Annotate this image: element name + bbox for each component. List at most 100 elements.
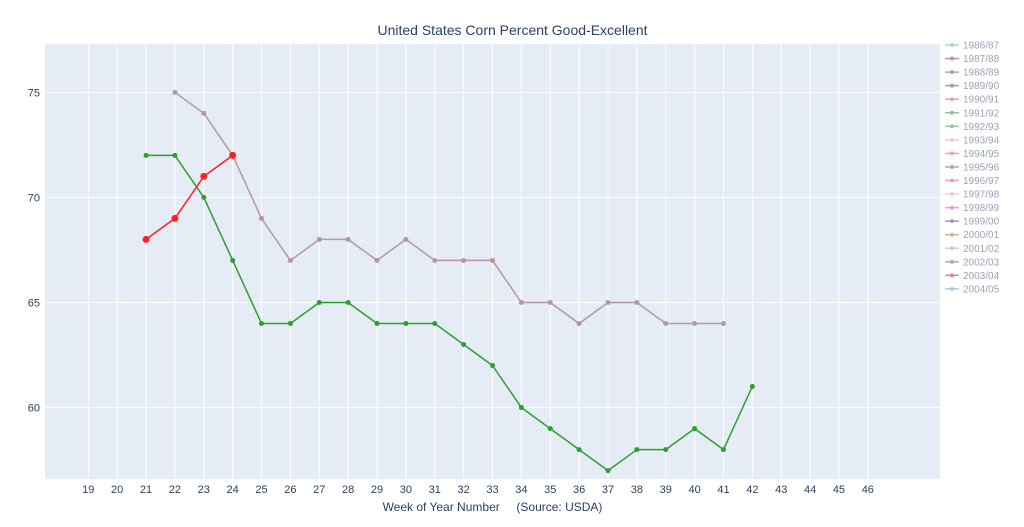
legend-label: 2002/03 <box>963 257 1000 268</box>
legend-item[interactable]: 1992/93 <box>945 122 1000 133</box>
legend-swatch-marker <box>950 286 954 291</box>
data-point <box>576 447 582 453</box>
legend-swatch-marker <box>950 137 954 142</box>
x-axis-title: Week of Year Number (Source: USDA) <box>383 500 603 514</box>
x-tick-label: 41 <box>717 484 729 496</box>
legend-item[interactable]: 1999/00 <box>945 217 1000 228</box>
legend-swatch-marker <box>950 205 954 210</box>
x-tick-label: 40 <box>688 484 700 496</box>
legend-label: 1997/98 <box>963 190 1000 201</box>
legend: 1986/87 1987/88 1988/89 1989/90 1990/91 1991/… <box>945 41 1000 295</box>
data-point <box>432 320 438 326</box>
data-point <box>518 299 524 305</box>
legend-swatch-marker <box>950 246 954 251</box>
legend-swatch-marker <box>950 70 954 75</box>
series-line <box>146 154 753 472</box>
legend-item[interactable]: 1997/98 <box>945 190 1000 201</box>
x-tick-label: 37 <box>602 484 614 496</box>
legend-label: 1986/87 <box>963 41 1000 52</box>
legend-swatch-marker <box>950 124 954 129</box>
legend-label: 1992/93 <box>963 122 1000 133</box>
legend-item[interactable]: 1986/87 <box>945 41 1000 52</box>
legend-item[interactable]: 2002/03 <box>945 257 1000 268</box>
y-tick-label: 70 <box>28 192 40 204</box>
legend-item[interactable]: 2000/01 <box>945 230 1000 241</box>
data-point <box>663 320 669 326</box>
legend-swatch-marker <box>950 56 954 61</box>
y-tick-label: 75 <box>28 87 40 99</box>
chart-title: United States Corn Percent Good-Excellen… <box>377 22 647 38</box>
x-tick-label: 44 <box>804 484 816 496</box>
legend-label: 1993/94 <box>963 135 1000 146</box>
series-line <box>145 154 234 241</box>
legend-label: 1989/90 <box>963 81 1000 92</box>
legend-swatch-marker <box>950 192 954 197</box>
data-point <box>287 320 293 326</box>
data-point <box>692 426 698 432</box>
legend-swatch-marker <box>950 259 954 264</box>
data-point <box>547 426 553 432</box>
y-axis-ticks: 60 65 70 75 <box>28 87 40 414</box>
legend-item[interactable]: 1995/96 <box>945 162 1000 173</box>
x-tick-label: 42 <box>746 484 758 496</box>
legend-item[interactable]: 2003/04 <box>945 271 1000 282</box>
x-tick-label: 27 <box>313 484 325 496</box>
legend-swatch-marker <box>950 219 954 224</box>
legend-item[interactable]: 1988/89 <box>945 68 1000 79</box>
legend-item[interactable]: 1996/97 <box>945 176 1000 187</box>
legend-swatch-marker <box>950 232 954 237</box>
legend-label: 1994/95 <box>963 149 1000 160</box>
x-tick-label: 21 <box>140 484 152 496</box>
data-point <box>663 447 669 453</box>
legend-label: 2003/04 <box>963 271 1000 282</box>
legend-item[interactable]: 1987/88 <box>945 54 1000 65</box>
legend-label: 1990/91 <box>963 95 1000 106</box>
data-point <box>172 152 178 158</box>
legend-label: 2004/05 <box>963 284 1000 295</box>
legend-item[interactable]: 1994/95 <box>945 149 1000 160</box>
data-point <box>201 194 207 200</box>
legend-item[interactable]: 1991/92 <box>945 108 1000 119</box>
legend-item[interactable]: 2001/02 <box>945 244 1000 255</box>
data-point <box>692 320 698 326</box>
legend-item[interactable]: 1990/91 <box>945 95 1000 106</box>
legend-item[interactable]: 1989/90 <box>945 81 1000 92</box>
data-point <box>490 257 495 263</box>
data-point <box>432 257 438 263</box>
x-tick-label: 36 <box>573 484 585 496</box>
legend-swatch-marker <box>950 97 954 102</box>
data-point <box>490 363 495 369</box>
x-tick-label: 20 <box>111 484 123 496</box>
x-tick-label: 22 <box>169 484 181 496</box>
x-tick-label: 26 <box>284 484 296 496</box>
legend-label: 1998/99 <box>963 203 1000 214</box>
x-tick-label: 34 <box>515 484 527 496</box>
data-point <box>142 235 150 243</box>
data-point <box>634 447 640 453</box>
data-point <box>229 151 237 159</box>
legend-label: 1987/88 <box>963 54 1000 65</box>
data-point <box>143 152 149 158</box>
legend-label: 1991/92 <box>963 108 1000 119</box>
legend-item[interactable]: 1993/94 <box>945 135 1000 146</box>
data-point <box>287 257 293 263</box>
x-tick-label: 39 <box>660 484 672 496</box>
x-tick-label: 31 <box>429 484 441 496</box>
legend-swatch-marker <box>950 273 954 278</box>
data-point <box>461 257 467 263</box>
legend-item[interactable]: 1998/99 <box>945 203 1000 214</box>
data-point <box>403 236 409 242</box>
x-tick-label: 45 <box>833 484 845 496</box>
data-point <box>605 468 611 474</box>
x-tick-label: 43 <box>775 484 787 496</box>
data-point <box>374 320 380 326</box>
x-tick-label: 35 <box>544 484 556 496</box>
data-point <box>230 257 236 263</box>
data-point <box>720 447 726 453</box>
data-point <box>605 299 611 305</box>
legend-item[interactable]: 2004/05 <box>945 284 1000 295</box>
legend-swatch-marker <box>950 151 954 156</box>
legend-label: 2001/02 <box>963 244 1000 255</box>
data-point <box>259 320 265 326</box>
data-point <box>403 320 409 326</box>
